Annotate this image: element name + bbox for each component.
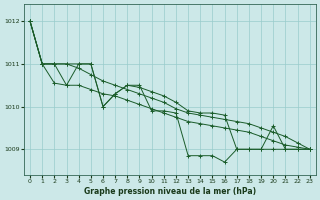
X-axis label: Graphe pression niveau de la mer (hPa): Graphe pression niveau de la mer (hPa) (84, 187, 256, 196)
